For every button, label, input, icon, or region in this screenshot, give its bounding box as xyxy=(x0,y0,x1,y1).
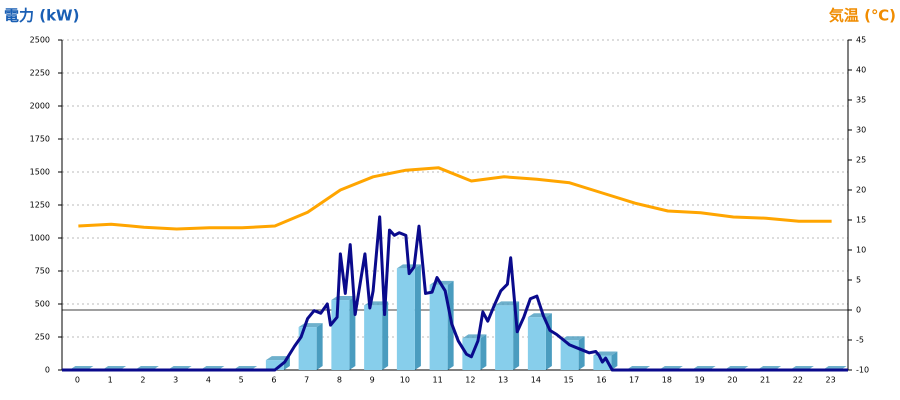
x-tick-label: 2 xyxy=(140,376,145,385)
bar-side xyxy=(382,301,389,370)
y2-tick-label: 25 xyxy=(856,156,866,165)
x-tick-label: 18 xyxy=(662,376,672,385)
x-tick-label: 10 xyxy=(400,376,410,385)
y2-tick-label: 5 xyxy=(856,276,861,285)
y-tick-label: 500 xyxy=(35,300,50,309)
bar xyxy=(331,300,350,370)
x-tick-label: 23 xyxy=(826,376,836,385)
y2-tick-label: -10 xyxy=(856,366,869,375)
bar xyxy=(527,317,546,370)
x-tick-label: 4 xyxy=(206,376,211,385)
y2-tick-label: 15 xyxy=(856,216,866,225)
bar xyxy=(364,305,383,370)
x-tick-label: 20 xyxy=(727,376,737,385)
bar-side xyxy=(480,334,487,370)
y2-tick-label: -5 xyxy=(856,336,864,345)
bar-side xyxy=(578,336,585,370)
x-tick-label: 17 xyxy=(629,376,639,385)
x-tick-label: 21 xyxy=(760,376,770,385)
line xyxy=(62,215,848,372)
bar xyxy=(396,268,415,370)
y-tick-label: 250 xyxy=(35,333,50,342)
x-tick-label: 9 xyxy=(370,376,375,385)
x-tick-label: 16 xyxy=(596,376,606,385)
y2-tick-label: 10 xyxy=(856,246,866,255)
y-tick-label: 2000 xyxy=(30,102,50,111)
y-tick-label: 2500 xyxy=(30,36,50,45)
x-tick-label: 6 xyxy=(271,376,276,385)
bar xyxy=(298,327,317,370)
x-tick-label: 8 xyxy=(337,376,342,385)
line xyxy=(78,166,832,231)
x-tick-label: 22 xyxy=(793,376,803,385)
bar-top xyxy=(527,313,552,318)
x-tick-label: 1 xyxy=(108,376,113,385)
y-tick-label: 750 xyxy=(35,267,50,276)
y-tick-label: 1750 xyxy=(30,135,50,144)
bar xyxy=(429,284,448,370)
y2-tick-label: 0 xyxy=(856,306,861,315)
y2-axis-title: 気温 (℃) xyxy=(829,7,896,25)
x-tick-label: 14 xyxy=(531,376,541,385)
y-axis-title: 電力 (kW) xyxy=(4,7,79,25)
y-tick-label: 1000 xyxy=(30,234,50,243)
x-tick-label: 13 xyxy=(498,376,508,385)
bar-top xyxy=(265,356,290,361)
y2-tick-label: 20 xyxy=(856,186,866,195)
y2-tick-label: 45 xyxy=(856,36,866,45)
y-tick-label: 2250 xyxy=(30,69,50,78)
x-tick-label: 15 xyxy=(564,376,574,385)
y2-tick-label: 40 xyxy=(856,66,866,75)
y-tick-label: 1500 xyxy=(30,168,50,177)
y-tick-label: 1250 xyxy=(30,201,50,210)
x-tick-label: 19 xyxy=(695,376,705,385)
y2-tick-label: 35 xyxy=(856,96,866,105)
x-tick-label: 11 xyxy=(433,376,443,385)
bar-side xyxy=(611,351,618,370)
bar-side xyxy=(414,264,421,370)
y2-tick-label: 30 xyxy=(856,126,866,135)
bar-side xyxy=(316,323,323,370)
x-tick-label: 5 xyxy=(239,376,244,385)
x-tick-label: 3 xyxy=(173,376,178,385)
bar xyxy=(265,360,284,370)
y-tick-label: 0 xyxy=(45,366,50,375)
bar-top xyxy=(560,336,585,341)
bar xyxy=(495,305,514,370)
x-tick-label: 12 xyxy=(465,376,475,385)
x-tick-label: 7 xyxy=(304,376,309,385)
x-tick-label: 0 xyxy=(75,376,80,385)
